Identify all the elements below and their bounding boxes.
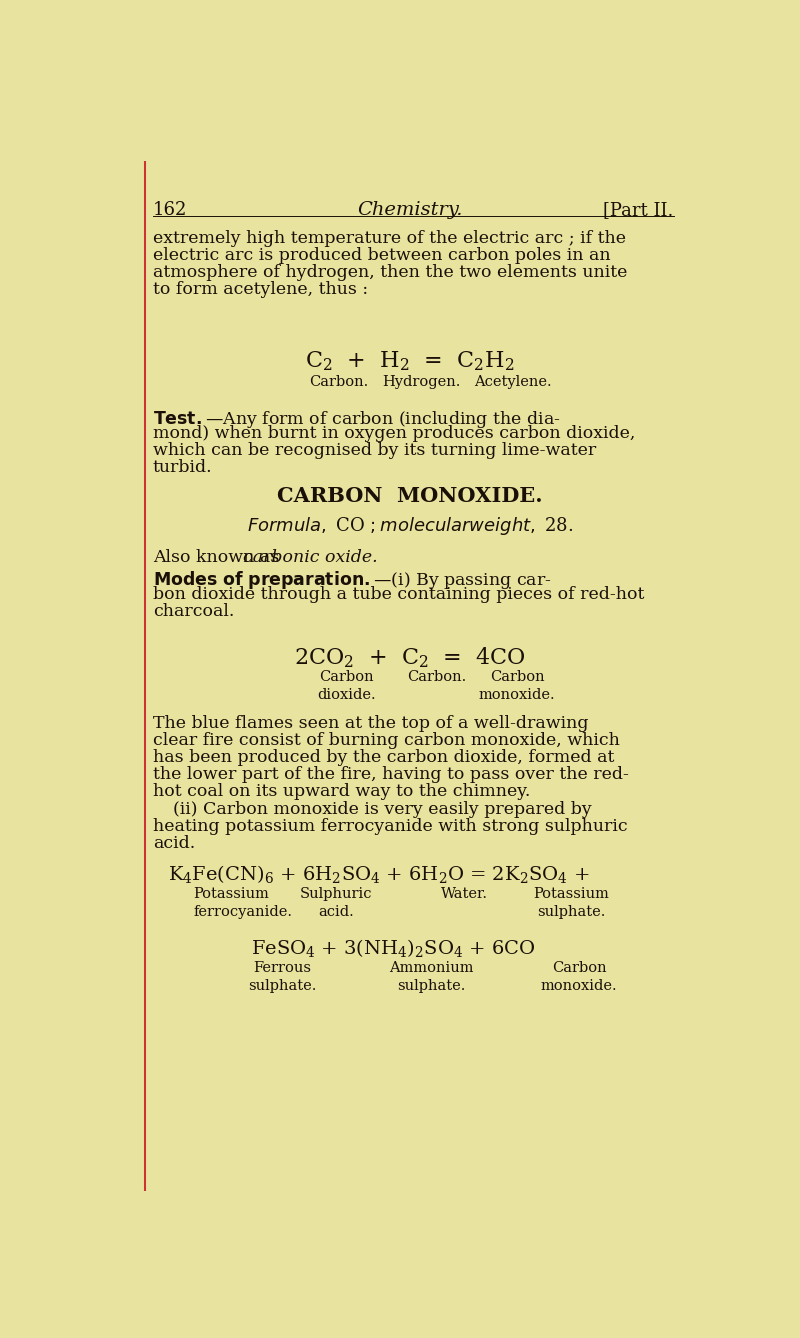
Text: Hydrogen.: Hydrogen. <box>382 375 461 388</box>
Text: extremely high temperature of the electric arc ; if the: extremely high temperature of the electr… <box>153 230 626 246</box>
Text: $\mathregular{K_4Fe(CN)_6}$ + $\mathregular{6H_2SO_4}$ + $\mathregular{6H_2O}$ =: $\mathregular{K_4Fe(CN)_6}$ + $\mathregu… <box>168 863 590 884</box>
Text: Potassium
sulphate.: Potassium sulphate. <box>534 887 609 919</box>
Text: Carbon.: Carbon. <box>309 375 368 388</box>
Text: $\it{Formula,}$ CO $\it{; molecular weight,}$ 28.: $\it{Formula,}$ CO $\it{; molecular weig… <box>246 515 574 537</box>
Text: $\mathregular{FeSO_4}$ + $\mathregular{3(NH_4)_2SO_4}$ + 6CO: $\mathregular{FeSO_4}$ + $\mathregular{3… <box>251 937 536 959</box>
Text: charcoal.: charcoal. <box>153 602 234 619</box>
Text: Carbon
monoxide.: Carbon monoxide. <box>541 961 618 993</box>
Text: $\mathregular{2CO_2}$  +  $\mathregular{C_2}$  =  4CO: $\mathregular{2CO_2}$ + $\mathregular{C_… <box>294 646 526 670</box>
Text: [Part II.: [Part II. <box>603 201 674 218</box>
Text: Carbon
dioxide.: Carbon dioxide. <box>317 669 376 702</box>
Text: bon dioxide through a tube containing pieces of red-hot: bon dioxide through a tube containing pi… <box>153 586 644 602</box>
Text: $\mathregular{C_2}$  +  $\mathregular{H_2}$  =  $\mathregular{C_2H_2}$: $\mathregular{C_2}$ + $\mathregular{H_2}… <box>306 349 514 373</box>
Text: Potassium
ferrocyanide.: Potassium ferrocyanide. <box>193 887 292 919</box>
Text: Sulphuric
acid.: Sulphuric acid. <box>300 887 373 919</box>
Text: carbonic oxide.: carbonic oxide. <box>242 550 378 566</box>
Text: has been produced by the carbon dioxide, formed at: has been produced by the carbon dioxide,… <box>153 749 614 765</box>
Text: The blue flames seen at the top of a well-drawing: The blue flames seen at the top of a wel… <box>153 714 588 732</box>
Text: to form acetylene, thus :: to form acetylene, thus : <box>153 281 368 297</box>
Text: Carbon
monoxide.: Carbon monoxide. <box>478 669 555 702</box>
Text: hot coal on its upward way to the chimney.: hot coal on its upward way to the chimne… <box>153 783 530 800</box>
Text: 162: 162 <box>153 201 187 218</box>
Text: the lower part of the fire, having to pass over the red-: the lower part of the fire, having to pa… <box>153 765 629 783</box>
Text: turbid.: turbid. <box>153 459 212 476</box>
Text: clear fire consist of burning carbon monoxide, which: clear fire consist of burning carbon mon… <box>153 732 619 749</box>
Text: (ii) Carbon monoxide is very easily prepared by: (ii) Carbon monoxide is very easily prep… <box>173 801 592 819</box>
Text: acid.: acid. <box>153 835 195 852</box>
Text: which can be recognised by its turning lime-water: which can be recognised by its turning l… <box>153 443 596 459</box>
Text: Ferrous
sulphate.: Ferrous sulphate. <box>248 961 316 993</box>
Text: Chemistry.: Chemistry. <box>358 201 462 218</box>
Text: Also known as: Also known as <box>153 550 285 566</box>
Text: Ammonium
sulphate.: Ammonium sulphate. <box>390 961 474 993</box>
Text: $\bf{Test.}$—Any form of carbon (including the dia-: $\bf{Test.}$—Any form of carbon (includi… <box>153 408 560 429</box>
Text: $\bf{Modes\ of\ preparation.}$—(i) By passing car-: $\bf{Modes\ of\ preparation.}$—(i) By pa… <box>153 569 551 590</box>
Text: Acetylene.: Acetylene. <box>474 375 552 388</box>
Text: heating potassium ferrocyanide with strong sulphuric: heating potassium ferrocyanide with stro… <box>153 818 627 835</box>
Text: atmosphere of hydrogen, then the two elements unite: atmosphere of hydrogen, then the two ele… <box>153 264 627 281</box>
Text: mond) when burnt in oxygen produces carbon dioxide,: mond) when burnt in oxygen produces carb… <box>153 425 635 443</box>
Text: Carbon.: Carbon. <box>407 669 466 684</box>
Text: electric arc is produced between carbon poles in an: electric arc is produced between carbon … <box>153 246 610 264</box>
Text: CARBON  MONOXIDE.: CARBON MONOXIDE. <box>277 486 543 506</box>
Text: Water.: Water. <box>441 887 488 900</box>
